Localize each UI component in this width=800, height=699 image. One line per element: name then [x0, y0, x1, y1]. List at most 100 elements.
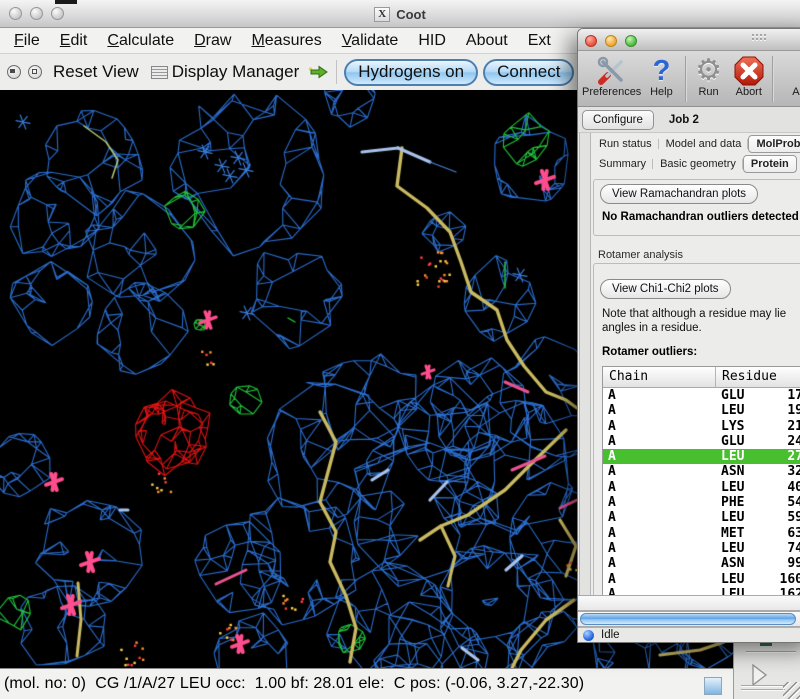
status-progress-box	[704, 677, 722, 695]
rotamer-outliers-label: Rotamer outliers:	[602, 346, 698, 358]
table-cell: GLU	[721, 433, 745, 449]
corner-divider	[741, 689, 785, 690]
hydrogens-toggle-button[interactable]: Hydrogens on	[344, 58, 479, 86]
column-header-chain[interactable]: Chain	[603, 367, 716, 388]
menu-validate[interactable]: Validate	[341, 31, 399, 49]
table-row[interactable]: A GLU 17	[603, 388, 800, 403]
table-cell: LEU	[721, 571, 745, 587]
preferences-button[interactable]: Preferences	[582, 54, 641, 98]
toolbar-button-label: Abort	[735, 86, 762, 98]
table-cell: A	[608, 540, 616, 556]
table-cell: A	[608, 495, 616, 511]
table-cell: 27	[787, 449, 800, 465]
help-icon: ?	[652, 55, 671, 87]
minimize-button[interactable]	[605, 35, 617, 47]
zoom-button[interactable]	[51, 7, 64, 20]
window-controls	[9, 7, 64, 20]
tab-protein[interactable]: Protein	[742, 155, 797, 173]
rotamer-frame-label: Rotamer analysis	[598, 249, 683, 261]
horizontal-scrollbar[interactable]	[578, 595, 800, 611]
corner-green-tick	[760, 643, 772, 646]
table-row[interactable]: A MET 63	[603, 526, 800, 541]
menu-calculate[interactable]: Calculate	[107, 31, 175, 49]
menu-draw[interactable]: Draw	[194, 31, 232, 49]
table-cell: A	[608, 449, 616, 465]
run-button[interactable]: ⚙ Run	[688, 53, 728, 99]
status-indicator-icon	[583, 629, 594, 641]
table-cell: 63	[787, 525, 800, 541]
table-row[interactable]: A LEU 74	[603, 541, 800, 556]
tab-configure[interactable]: Configure	[582, 109, 654, 130]
toolbar-button-label: Preferences	[582, 86, 642, 98]
resize-grip[interactable]	[783, 682, 800, 699]
minimize-button[interactable]	[30, 7, 43, 20]
horizontal-scrollbar[interactable]	[578, 611, 800, 627]
table-row[interactable]: A LYS 21	[603, 419, 800, 434]
run-icon: ⚙	[695, 53, 722, 88]
tab-basic-geometry[interactable]: Basic geometry	[653, 156, 743, 172]
tab-run-status[interactable]: Run status	[592, 136, 659, 152]
play-triangle-icon[interactable]	[752, 664, 768, 686]
background-window-fragment	[55, 0, 77, 4]
menu-edit[interactable]: Edit	[59, 31, 88, 49]
menu-measures[interactable]: Measures	[251, 31, 322, 49]
display-manager-icon[interactable]	[150, 65, 168, 79]
toolbar-button-label: A	[792, 86, 800, 98]
table-row[interactable]: A ASN 32	[603, 464, 800, 479]
tab-summary[interactable]: Summary	[592, 156, 654, 172]
coot-titlebar: X Coot	[0, 0, 800, 28]
toolbar-separator	[684, 56, 686, 102]
table-cell: 24	[787, 433, 800, 449]
menu-ext[interactable]: Ext	[527, 31, 551, 49]
zoom-button[interactable]	[625, 35, 637, 47]
toolbar-button-label: Run	[698, 86, 719, 98]
view-ramachandran-plots-button[interactable]: View Ramachandran plots	[600, 184, 759, 204]
table-cell: A	[608, 479, 616, 495]
view-chi1-chi2-plots-button[interactable]: View Chi1-Chi2 plots	[600, 279, 731, 299]
table-cell: 160	[779, 571, 800, 587]
tab-job-2[interactable]: Job 2	[668, 113, 699, 126]
table-cell: A	[603, 587, 716, 602]
reset-view-button[interactable]: Reset View	[53, 62, 139, 81]
scrollbar-thumb[interactable]	[580, 613, 796, 625]
table-row[interactable]: A LEU 40	[603, 480, 800, 495]
reset-view-icon[interactable]	[7, 65, 21, 79]
abort-button[interactable]: Abort	[729, 54, 769, 98]
menu-file[interactable]: File	[14, 31, 40, 49]
table-row[interactable]: A GLU 24	[603, 434, 800, 449]
a-button[interactable]: A	[776, 54, 800, 98]
close-button[interactable]	[9, 7, 22, 20]
table-cell: A	[608, 525, 616, 541]
window-title: X Coot	[0, 0, 800, 28]
atom-status-text: (mol. no: 0) CG /1/A/27 LEU occ: 1.00 bf…	[4, 675, 585, 692]
toolbar-button-label: Help	[650, 86, 673, 98]
table-row[interactable]: A LEU 160	[603, 572, 800, 587]
column-header-residue[interactable]: Residue	[716, 367, 800, 388]
menu-hid[interactable]: HID	[418, 31, 446, 49]
table-cell: A	[608, 403, 616, 419]
connect-button[interactable]: Connect	[483, 58, 575, 86]
dialog-window-controls	[585, 35, 637, 47]
table-row[interactable]: A LEU 19	[603, 403, 800, 418]
table-row[interactable]: A PHE 54	[603, 495, 800, 510]
table-cell: LEU	[721, 479, 745, 495]
table-row[interactable]: A ASN 99	[603, 556, 800, 571]
close-button[interactable]	[585, 35, 597, 47]
tab-model-and-data[interactable]: Model and data	[659, 136, 749, 152]
table-cell: LEU	[721, 510, 745, 526]
toolbar-separator	[771, 56, 773, 102]
window-title-text: Coot	[396, 6, 426, 22]
corner-divider	[746, 651, 796, 652]
help-button[interactable]: ? Help	[641, 54, 681, 98]
tab-molprobity[interactable]: MolProbity	[748, 135, 800, 153]
table-cell: LEU	[721, 403, 745, 419]
table-row[interactable]: A LEU 27	[603, 449, 800, 465]
recenter-icon[interactable]	[28, 65, 42, 79]
go-arrow-icon[interactable]	[307, 65, 329, 79]
display-manager-button[interactable]: Display Manager	[171, 62, 300, 81]
table-row[interactable]: A LEU 59	[603, 510, 800, 525]
rotamer-outliers-table[interactable]: ChainResidueAGLU17ALEU19ALYS21AGLU24ALEU…	[602, 366, 800, 606]
vertical-scrollbar[interactable]	[579, 133, 591, 613]
menu-about[interactable]: About	[465, 31, 508, 49]
table-cell: 59	[787, 510, 800, 526]
